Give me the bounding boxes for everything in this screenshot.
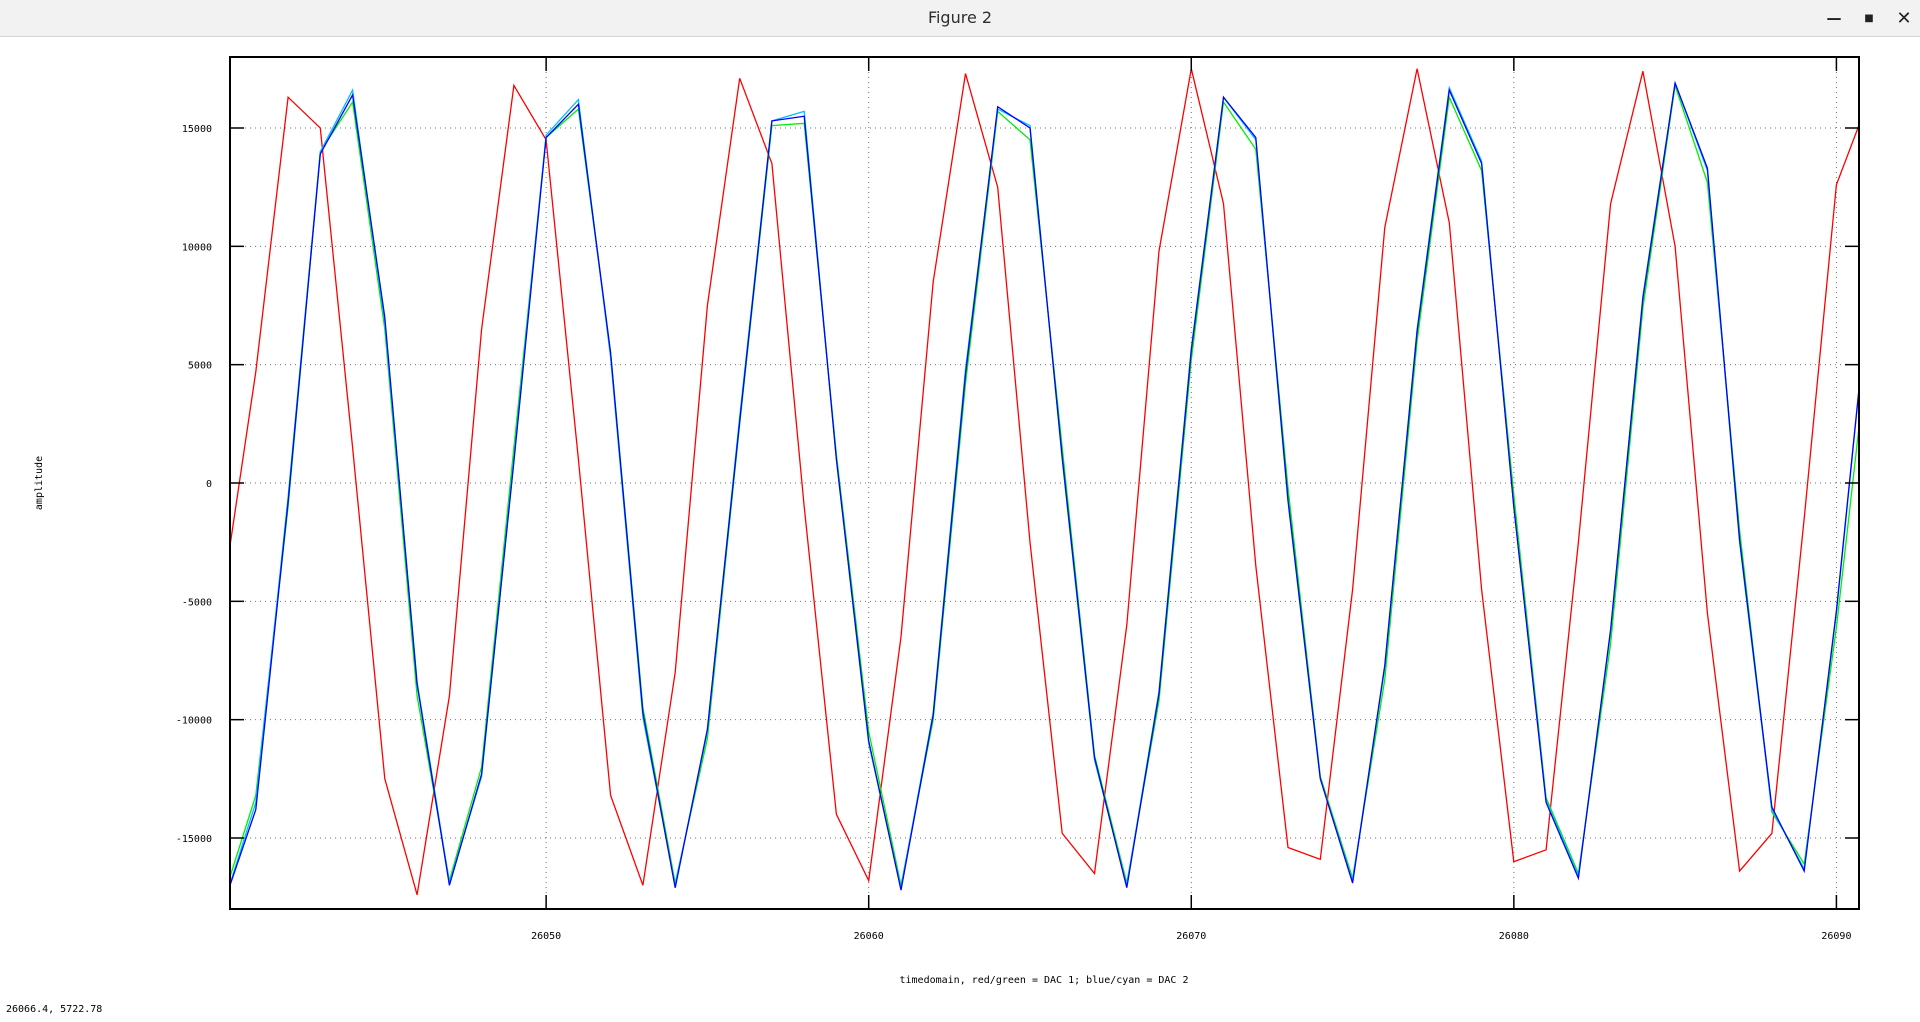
x-tick-label: 26090 [1821,931,1851,942]
series-line-cyan [230,82,1859,888]
plot-area[interactable]: 15000 10000 5000 0 -5000 -10000 -15000 26050 260… [0,37,1920,1018]
x-tick-label: 26080 [1499,931,1529,942]
y-tick-label: 15000 [182,124,212,135]
cursor-coordinates: 26066.4, 5722.78 [6,1004,103,1015]
series-line-blue [230,80,1859,891]
series-line-green [230,85,1859,886]
y-tick-label: 0 [206,479,212,490]
x-tick-label: 26050 [531,931,561,942]
y-tick-label: 10000 [182,242,212,253]
x-tick-label: 26070 [1176,931,1206,942]
line-chart[interactable]: 15000 10000 5000 0 -5000 -10000 -15000 26050 260… [0,37,1920,1018]
series-line-red [230,68,1859,895]
series-group [230,68,1859,895]
axis-ticks: 15000 10000 5000 0 -5000 -10000 -15000 26050 260… [176,57,1859,942]
y-tick-label: -10000 [176,716,212,727]
minimize-icon[interactable]: — [1826,9,1842,27]
y-axis-label: amplitude [34,456,45,510]
window-title: Figure 2 [927,8,993,27]
close-icon[interactable]: ✕ [1896,7,1912,29]
grid-lines [230,57,1859,909]
maximize-icon[interactable]: ■ [1864,12,1874,24]
y-tick-label: 5000 [188,361,212,372]
x-axis-label: timedomain, red/green = DAC 1; blue/cyan… [900,975,1189,986]
y-tick-label: -15000 [176,834,212,845]
x-tick-label: 26060 [854,931,884,942]
window-titlebar: Figure 2 — ■ ✕ [0,0,1920,37]
y-tick-label: -5000 [182,597,212,608]
